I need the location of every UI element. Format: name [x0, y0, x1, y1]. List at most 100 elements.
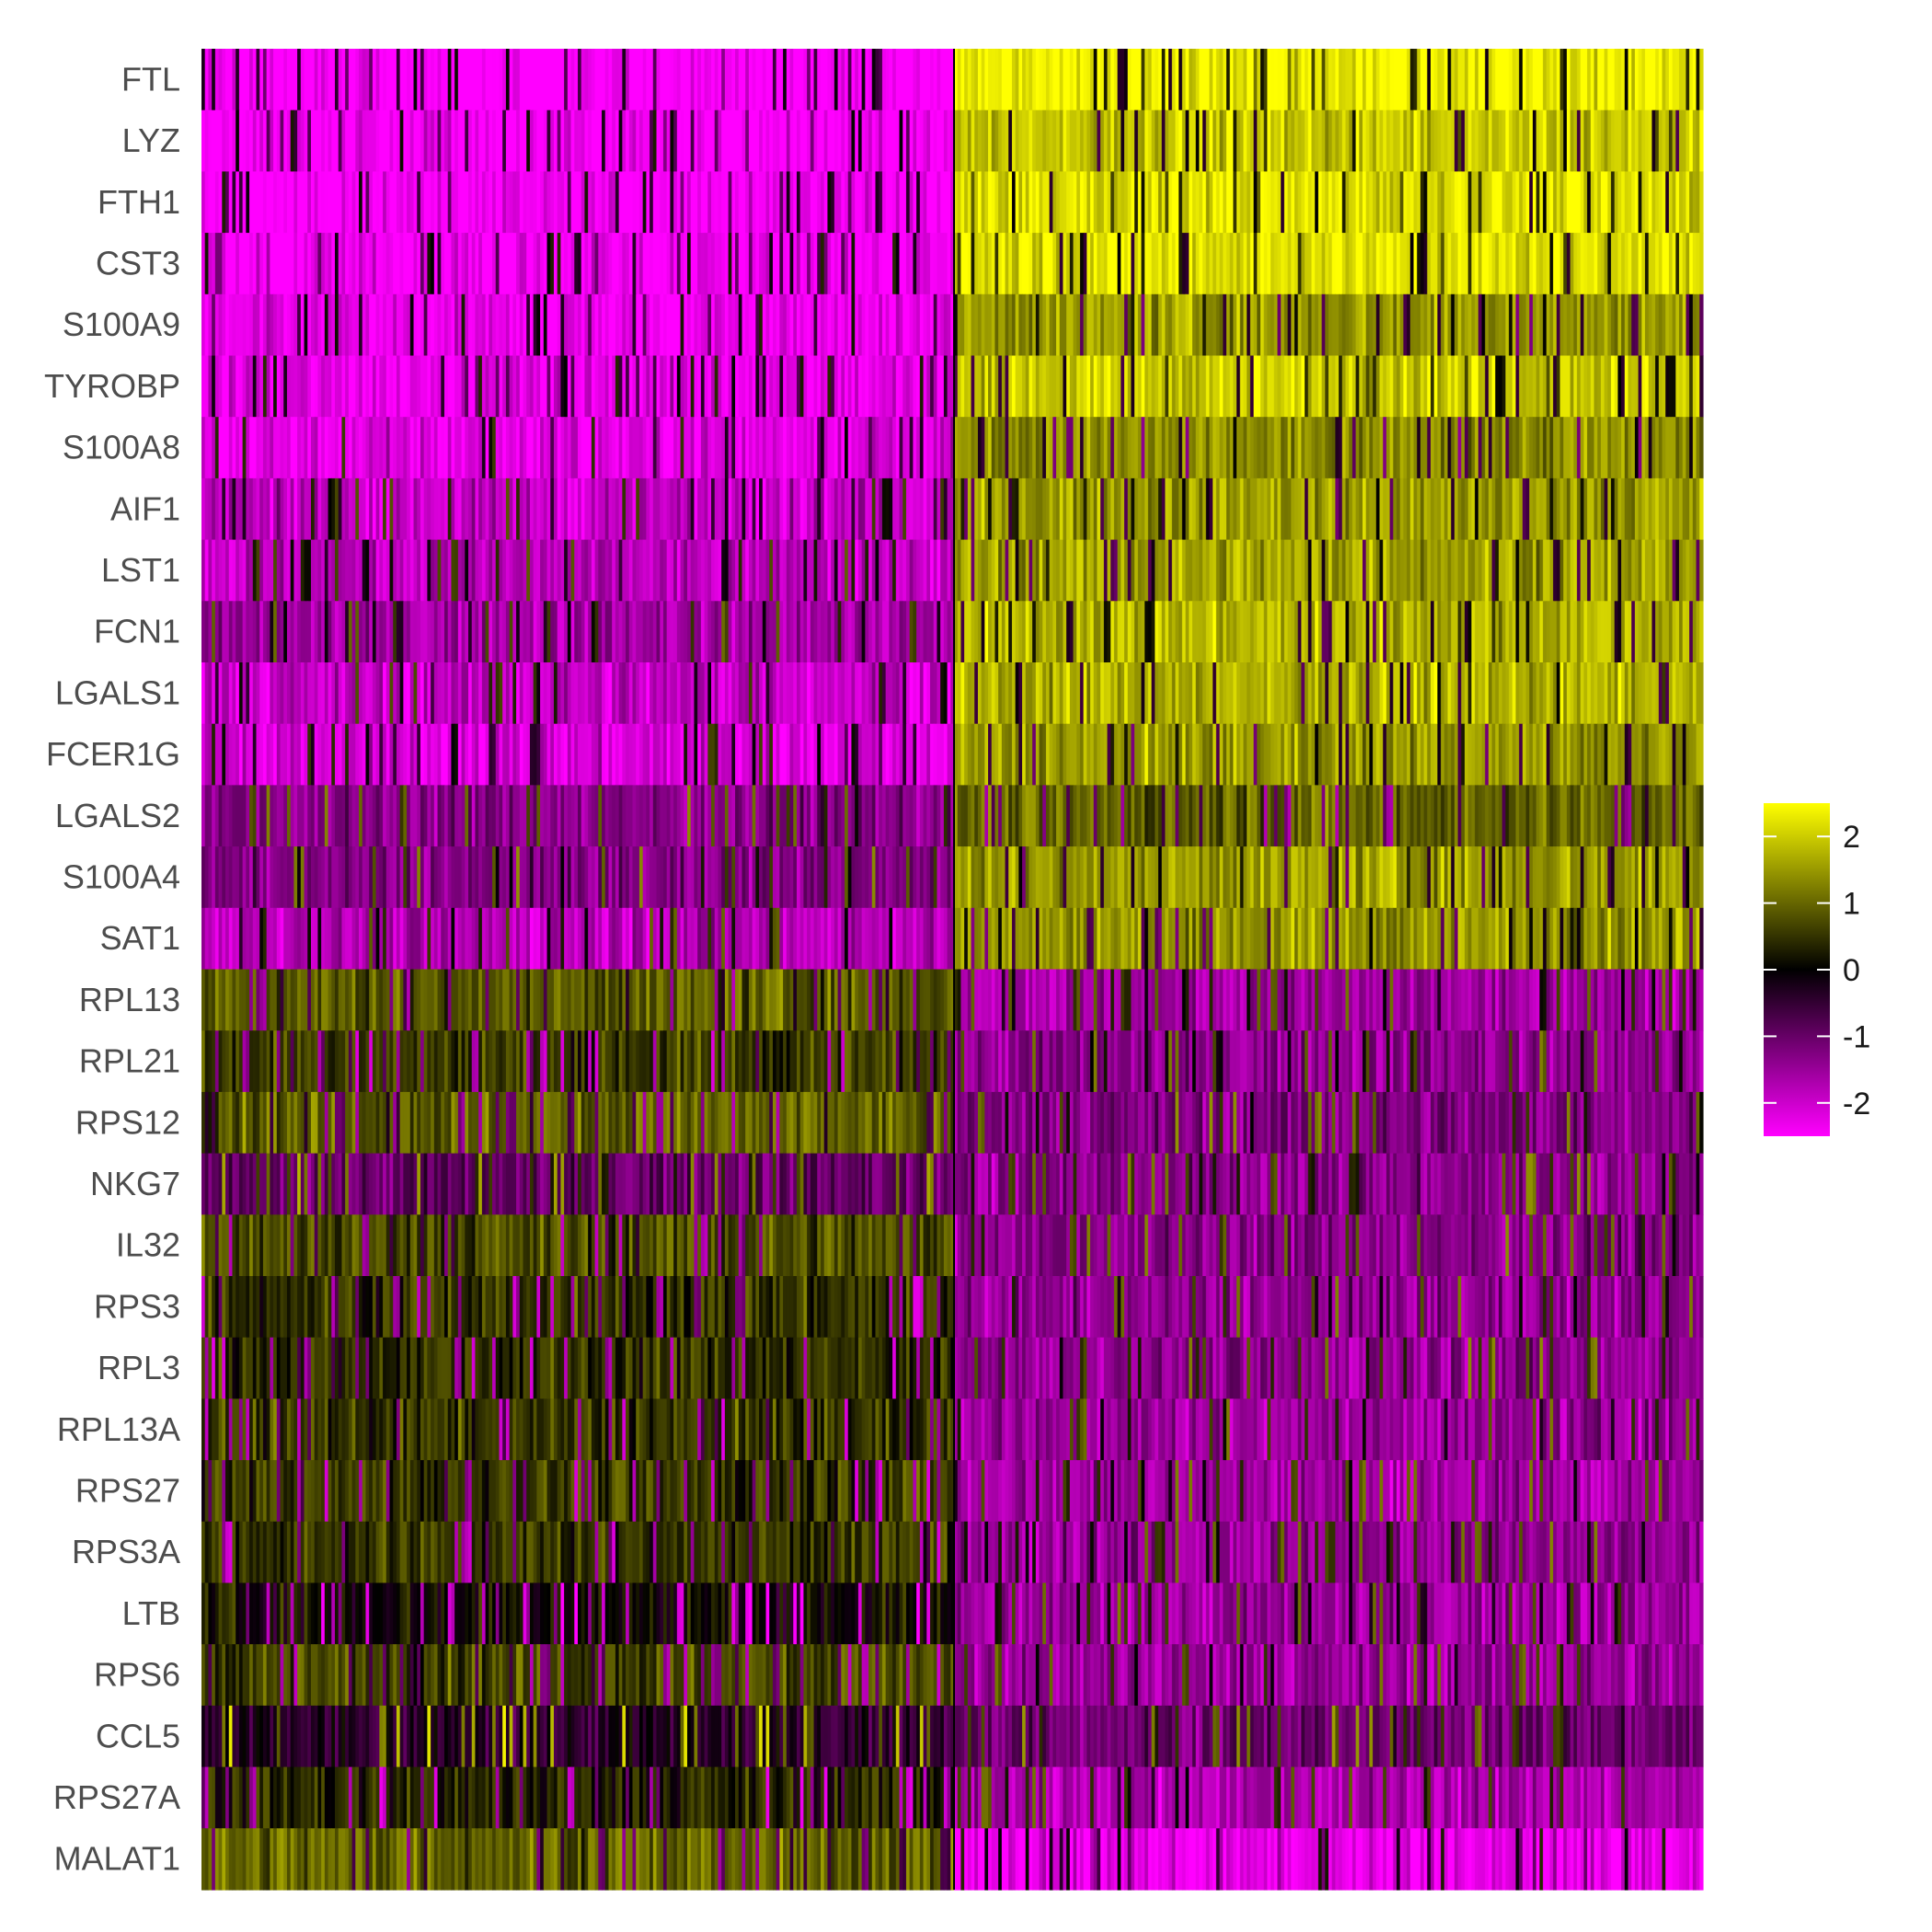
heatmap-cell — [218, 1214, 223, 1277]
heatmap-cell — [560, 1276, 565, 1339]
heatmap-cell — [929, 785, 935, 847]
heatmap-cell — [536, 662, 541, 725]
heatmap-cell — [266, 1091, 270, 1155]
heatmap-cell — [711, 49, 716, 111]
heatmap-cell — [369, 1153, 374, 1215]
heatmap-cell — [471, 662, 477, 725]
heatmap-cell — [420, 293, 425, 357]
heatmap-cell — [940, 662, 945, 725]
heatmap-cell — [454, 601, 459, 663]
heatmap-cell — [212, 1276, 216, 1339]
heatmap-cell — [273, 662, 278, 725]
heatmap-cell — [810, 785, 815, 847]
heatmap-cell — [557, 1030, 562, 1093]
heatmap-cell — [755, 417, 760, 479]
heatmap-cell — [266, 355, 270, 418]
heatmap-cell — [680, 233, 684, 295]
heatmap-cell — [564, 1091, 569, 1155]
heatmap-cell — [728, 969, 732, 1031]
heatmap-cell — [594, 109, 599, 172]
heatmap-cell — [827, 293, 832, 357]
heatmap-cell — [375, 49, 380, 111]
heatmap-cell — [420, 662, 425, 725]
heatmap-cell — [905, 1214, 911, 1277]
heatmap-cell — [492, 723, 497, 786]
heatmap-cell — [588, 723, 592, 786]
heatmap-cell — [567, 907, 572, 971]
heatmap-cell — [560, 969, 565, 1031]
heatmap-cell — [903, 1091, 907, 1155]
heatmap-cell — [286, 662, 292, 725]
heatmap-cell — [526, 723, 531, 786]
heatmap-cell — [847, 539, 853, 602]
heatmap-cell — [431, 1337, 435, 1399]
heatmap-cell — [208, 662, 213, 725]
heatmap-cell — [868, 355, 873, 418]
heatmap-cell — [451, 355, 455, 418]
heatmap-cell — [602, 785, 606, 847]
heatmap-cell — [266, 846, 270, 909]
heatmap-cell — [947, 539, 951, 602]
heatmap-cell — [447, 233, 453, 295]
heatmap-cell — [369, 109, 374, 172]
heatmap-cell — [817, 662, 822, 725]
heatmap-cell — [454, 1091, 459, 1155]
heatmap-cell — [393, 477, 397, 541]
heatmap-cell — [618, 355, 623, 418]
heatmap-cell — [286, 1091, 292, 1155]
heatmap-cell — [262, 846, 268, 909]
heatmap-cell — [256, 109, 260, 172]
heatmap-cell — [697, 907, 702, 971]
heatmap-cell — [437, 1214, 442, 1277]
heatmap-cell — [913, 233, 917, 295]
heatmap-cell — [628, 1214, 634, 1277]
heatmap-cell — [420, 1398, 425, 1461]
heatmap-cell — [509, 785, 513, 847]
heatmap-cell — [684, 907, 688, 971]
heatmap-cell — [779, 109, 784, 172]
heatmap-cell — [417, 662, 421, 725]
heatmap-cell — [899, 723, 903, 786]
heatmap-cell — [711, 417, 716, 479]
heatmap-cell — [345, 907, 350, 971]
heatmap-cell — [485, 417, 489, 479]
heatmap-cell — [359, 1153, 363, 1215]
heatmap-cell — [222, 601, 226, 663]
heatmap-cell — [905, 1276, 911, 1339]
heatmap-cell — [950, 662, 955, 725]
heatmap-cell — [365, 49, 370, 111]
heatmap-cell — [201, 1153, 206, 1215]
heatmap-cell — [646, 1030, 650, 1093]
heatmap-cell — [845, 109, 849, 172]
heatmap-cell — [578, 723, 582, 786]
heatmap-cell — [259, 1337, 264, 1399]
heatmap-cell — [845, 907, 849, 971]
heatmap-cell — [783, 1214, 788, 1277]
heatmap-cell — [328, 1398, 332, 1461]
heatmap-cell — [646, 109, 650, 172]
heatmap-cell — [441, 1030, 445, 1093]
heatmap-cell — [208, 1214, 213, 1277]
heatmap-cell — [454, 355, 459, 418]
heatmap-cell — [348, 1153, 353, 1215]
heatmap-cell — [690, 233, 696, 295]
heatmap-cell — [335, 477, 339, 541]
heatmap-cell — [246, 1214, 250, 1277]
heatmap-cell — [546, 969, 551, 1031]
heatmap-cell — [789, 1153, 794, 1215]
heatmap-cell — [529, 1398, 535, 1461]
heatmap-cell — [796, 907, 801, 971]
heatmap-cell — [519, 293, 524, 357]
heatmap-cell — [831, 171, 835, 234]
heatmap-cell — [379, 907, 384, 971]
heatmap-cell — [362, 233, 367, 295]
heatmap-cell — [454, 907, 459, 971]
heatmap-cell — [745, 969, 750, 1031]
heatmap-cell — [646, 601, 650, 663]
heatmap-cell — [673, 601, 678, 663]
heatmap-cell — [328, 417, 332, 479]
heatmap-cell — [793, 417, 798, 479]
heatmap-cell — [652, 1214, 658, 1277]
heatmap-cell — [694, 1214, 698, 1277]
heatmap-cell — [317, 49, 322, 111]
